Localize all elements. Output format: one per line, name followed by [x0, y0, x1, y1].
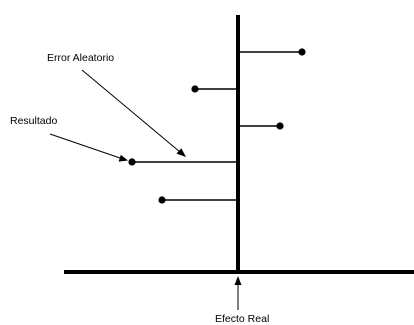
error-aleatorio-arrow — [81, 69, 186, 157]
result-marker-5 — [158, 196, 238, 204]
result-dot — [128, 158, 136, 166]
efecto-real-arrow — [234, 276, 242, 310]
efecto-real-label: Efecto Real — [215, 313, 270, 325]
result-marker-1 — [238, 48, 306, 56]
result-dot — [191, 85, 199, 93]
resultado-arrow — [49, 133, 128, 162]
result-marker-3 — [238, 122, 284, 130]
result-marker-2 — [191, 85, 238, 93]
result-marker-4 — [128, 158, 238, 166]
result-dot — [158, 196, 166, 204]
resultado-label: Resultado — [10, 115, 58, 127]
error-aleatorio-label: Error Aleatorio — [47, 52, 115, 64]
result-dot — [276, 122, 284, 130]
result-dot — [298, 48, 306, 56]
